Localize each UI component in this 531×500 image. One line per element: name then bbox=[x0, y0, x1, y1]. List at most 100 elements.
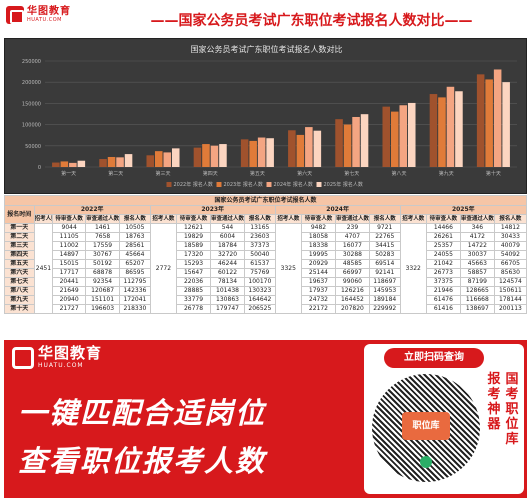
table-cell: 14812 bbox=[493, 223, 528, 233]
table-cell: 20929 bbox=[300, 259, 336, 269]
table-cell: 9044 bbox=[52, 223, 87, 233]
x-tick-label: 第一天 bbox=[61, 170, 76, 177]
legend-swatch bbox=[316, 182, 322, 187]
bar bbox=[399, 105, 408, 167]
logo-domain: HUATU.COM bbox=[27, 17, 62, 23]
table-cell: 18058 bbox=[300, 232, 336, 242]
day-label: 第四天 bbox=[4, 250, 35, 260]
bar bbox=[455, 91, 463, 167]
table-cell: 346 bbox=[459, 223, 495, 233]
table-cell: 45663 bbox=[459, 259, 495, 269]
table-cell: 86595 bbox=[119, 268, 151, 278]
table-cell: 18338 bbox=[300, 241, 336, 251]
quota-cell: 2451 bbox=[33, 223, 54, 314]
table-cell: 196603 bbox=[85, 304, 121, 314]
year-header: 2023年 bbox=[149, 205, 276, 215]
huatu-logo[interactable]: 华图教育 HUATU.COM bbox=[6, 4, 71, 26]
legend-label: 2024年 报名人数 bbox=[274, 181, 313, 188]
x-tick-label: 第八天 bbox=[391, 170, 406, 177]
qr-side-text-a: 报考神器 bbox=[487, 372, 501, 432]
column-header: 招考人数 bbox=[399, 214, 427, 224]
table-cell: 37375 bbox=[425, 277, 461, 287]
column-header: 招考人数 bbox=[33, 214, 54, 224]
bar bbox=[202, 144, 210, 167]
bar bbox=[77, 160, 86, 167]
column-header: 审查通过人数 bbox=[85, 214, 121, 224]
table-cell: 68878 bbox=[85, 268, 121, 278]
table-cell: 1461 bbox=[85, 223, 121, 233]
x-tick-label: 第五天 bbox=[250, 170, 265, 177]
table-row: 第十天 21727 196603 218330 26778 179747 206525 221… bbox=[4, 304, 528, 314]
bar bbox=[210, 145, 219, 167]
chart-panel: 国家公务员考试广东职位考试报名人数对比 0 50000 100000 150000 200… bbox=[4, 38, 527, 194]
promo-banner[interactable]: 华图教育 HUATU.COM 一键匹配合适岗位 查看职位报考人数 立即扫码查询 … bbox=[4, 340, 527, 498]
table-cell: 17937 bbox=[300, 286, 336, 296]
table-cell: 6004 bbox=[210, 232, 245, 242]
banner-logo: 华图教育 HUATU.COM bbox=[12, 346, 102, 369]
table-cell: 138697 bbox=[459, 304, 495, 314]
table-cell: 87199 bbox=[459, 277, 495, 287]
table-cell: 61416 bbox=[425, 304, 461, 314]
qr-card[interactable]: 立即扫码查询 职位库 报考神器 国考职位库 bbox=[364, 344, 524, 494]
x-tick-label: 第九天 bbox=[439, 170, 454, 177]
legend-swatch bbox=[166, 182, 172, 187]
bar bbox=[240, 139, 249, 167]
table-cell: 20441 bbox=[52, 277, 87, 287]
y-tick-label: 150000 bbox=[22, 101, 41, 107]
bar bbox=[390, 111, 399, 167]
table-cell: 14722 bbox=[459, 241, 495, 251]
table-cell: 48585 bbox=[334, 259, 370, 269]
table-cell: 218330 bbox=[119, 304, 151, 314]
table-cell: 120687 bbox=[85, 286, 121, 296]
scan-now-button[interactable]: 立即扫码查询 bbox=[384, 348, 484, 368]
table-cell: 34415 bbox=[368, 241, 401, 251]
table-row: 第一天 2451 9044 1461 10505 2772 12621 544 13165 332… bbox=[4, 223, 528, 314]
table-cell: 207820 bbox=[334, 304, 370, 314]
bar bbox=[154, 151, 163, 167]
table-cell: 229992 bbox=[368, 304, 401, 314]
table-cell: 17320 bbox=[176, 250, 212, 260]
table-cell: 30767 bbox=[85, 250, 121, 260]
bar bbox=[305, 127, 313, 167]
table-cell: 4707 bbox=[334, 232, 370, 242]
table-cell: 30433 bbox=[493, 232, 528, 242]
bar bbox=[52, 162, 60, 167]
table-cell: 50040 bbox=[243, 250, 276, 260]
y-tick-label: 50000 bbox=[25, 144, 41, 150]
table-cell: 9482 bbox=[300, 223, 336, 233]
table-cell: 92354 bbox=[85, 277, 121, 287]
table-cell: 21946 bbox=[425, 286, 461, 296]
table-cell: 130863 bbox=[210, 295, 245, 305]
x-tick-label: 第六天 bbox=[297, 170, 312, 177]
table-cell: 18784 bbox=[210, 241, 245, 251]
day-label: 第一天 bbox=[4, 223, 35, 233]
table-cell: 130323 bbox=[243, 286, 276, 296]
table-cell: 24732 bbox=[300, 295, 336, 305]
table-cell: 14466 bbox=[425, 223, 461, 233]
table-cell: 21042 bbox=[425, 259, 461, 269]
y-tick-label: 200000 bbox=[22, 80, 41, 86]
day-label: 第三天 bbox=[4, 241, 35, 251]
table-row: 第九天 20940 151101 172041 33779 130863 164642 247… bbox=[4, 295, 528, 305]
table-cell: 61476 bbox=[425, 295, 461, 305]
table-cell: 37373 bbox=[243, 241, 276, 251]
column-header: 待审查人数 bbox=[425, 214, 461, 224]
bar bbox=[429, 94, 438, 167]
table-cell: 239 bbox=[334, 223, 370, 233]
table-caption: 国家公务员考试广东职位考试报名人数 bbox=[4, 195, 527, 206]
table-cell: 19995 bbox=[300, 250, 336, 260]
table-cell: 16077 bbox=[334, 241, 370, 251]
table-cell: 17559 bbox=[85, 241, 121, 251]
table-cell: 20940 bbox=[52, 295, 87, 305]
table-cell: 15015 bbox=[52, 259, 87, 269]
quota-cell: 2772 bbox=[149, 223, 178, 314]
page-title: ——国家公务员考试广东职位考试报名人数对比—— bbox=[150, 13, 473, 29]
table-cell: 24055 bbox=[425, 250, 461, 260]
table-cell: 126216 bbox=[334, 286, 370, 296]
column-header: 报名人数 bbox=[243, 214, 276, 224]
bar bbox=[493, 69, 502, 167]
table-cell: 15647 bbox=[176, 268, 212, 278]
table-cell: 61537 bbox=[243, 259, 276, 269]
year-header: 2024年 bbox=[274, 205, 401, 215]
